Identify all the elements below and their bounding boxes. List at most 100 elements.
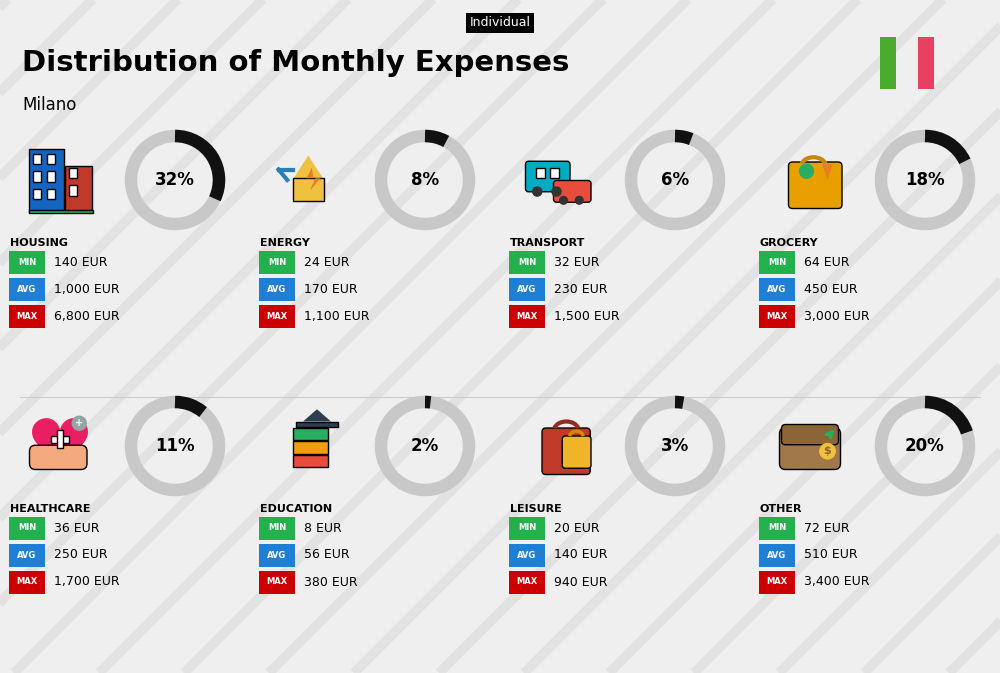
- Text: MIN: MIN: [268, 258, 286, 267]
- Text: 6%: 6%: [661, 171, 689, 189]
- Text: 2%: 2%: [411, 437, 439, 455]
- Text: GROCERY: GROCERY: [760, 238, 819, 248]
- Text: AVG: AVG: [517, 551, 537, 559]
- FancyBboxPatch shape: [509, 544, 545, 567]
- FancyBboxPatch shape: [780, 428, 840, 470]
- Text: Milano: Milano: [22, 96, 76, 114]
- Text: AVG: AVG: [17, 551, 37, 559]
- FancyBboxPatch shape: [759, 277, 795, 301]
- Text: LEISURE: LEISURE: [510, 504, 562, 514]
- Text: 140 EUR: 140 EUR: [54, 256, 108, 269]
- FancyBboxPatch shape: [509, 250, 545, 273]
- FancyBboxPatch shape: [759, 250, 795, 273]
- Text: 24 EUR: 24 EUR: [304, 256, 350, 269]
- FancyBboxPatch shape: [509, 304, 545, 328]
- FancyBboxPatch shape: [9, 277, 45, 301]
- FancyBboxPatch shape: [9, 516, 45, 540]
- FancyBboxPatch shape: [9, 250, 45, 273]
- Text: 56 EUR: 56 EUR: [304, 548, 350, 561]
- Text: MAX: MAX: [516, 577, 538, 586]
- Text: AVG: AVG: [767, 285, 787, 293]
- Text: AVG: AVG: [17, 285, 37, 293]
- Text: Individual: Individual: [470, 17, 530, 30]
- Text: 32%: 32%: [155, 171, 195, 189]
- Text: MIN: MIN: [18, 258, 36, 267]
- FancyBboxPatch shape: [47, 171, 55, 182]
- Polygon shape: [292, 155, 324, 180]
- Text: 3,000 EUR: 3,000 EUR: [804, 310, 870, 322]
- Text: AVG: AVG: [767, 551, 787, 559]
- Polygon shape: [306, 168, 320, 190]
- Text: 250 EUR: 250 EUR: [54, 548, 108, 561]
- Text: HEALTHCARE: HEALTHCARE: [10, 504, 90, 514]
- FancyBboxPatch shape: [536, 168, 545, 178]
- Text: HOUSING: HOUSING: [10, 238, 68, 248]
- Text: 230 EUR: 230 EUR: [554, 283, 607, 295]
- Text: 72 EUR: 72 EUR: [804, 522, 850, 534]
- Text: 940 EUR: 940 EUR: [554, 575, 607, 588]
- Text: 1,700 EUR: 1,700 EUR: [54, 575, 120, 588]
- FancyBboxPatch shape: [30, 446, 87, 470]
- FancyBboxPatch shape: [918, 37, 934, 89]
- Text: 32 EUR: 32 EUR: [554, 256, 599, 269]
- FancyBboxPatch shape: [259, 544, 295, 567]
- Circle shape: [72, 416, 86, 430]
- FancyBboxPatch shape: [782, 425, 838, 445]
- FancyBboxPatch shape: [9, 544, 45, 567]
- Text: Distribution of Monthly Expenses: Distribution of Monthly Expenses: [22, 49, 569, 77]
- FancyBboxPatch shape: [33, 188, 41, 199]
- Text: $: $: [824, 446, 831, 456]
- Text: TRANSPORT: TRANSPORT: [510, 238, 585, 248]
- FancyBboxPatch shape: [51, 436, 69, 443]
- Text: MIN: MIN: [768, 524, 786, 532]
- FancyBboxPatch shape: [65, 166, 92, 211]
- Text: AVG: AVG: [267, 551, 287, 559]
- Text: 20%: 20%: [905, 437, 945, 455]
- FancyBboxPatch shape: [542, 428, 590, 474]
- Text: 1,500 EUR: 1,500 EUR: [554, 310, 620, 322]
- FancyBboxPatch shape: [759, 516, 795, 540]
- Circle shape: [560, 197, 567, 204]
- FancyBboxPatch shape: [509, 571, 545, 594]
- FancyBboxPatch shape: [292, 428, 328, 440]
- Circle shape: [820, 444, 835, 459]
- Circle shape: [575, 197, 583, 204]
- Text: 170 EUR: 170 EUR: [304, 283, 358, 295]
- Text: MAX: MAX: [16, 577, 38, 586]
- FancyBboxPatch shape: [292, 455, 328, 467]
- Text: MAX: MAX: [766, 312, 788, 320]
- FancyBboxPatch shape: [880, 37, 896, 89]
- Text: 1,000 EUR: 1,000 EUR: [54, 283, 120, 295]
- FancyBboxPatch shape: [553, 180, 591, 203]
- Text: 8%: 8%: [411, 171, 439, 189]
- Polygon shape: [32, 418, 88, 468]
- Circle shape: [552, 187, 561, 196]
- Text: AVG: AVG: [267, 285, 287, 293]
- FancyBboxPatch shape: [259, 250, 295, 273]
- Text: 8 EUR: 8 EUR: [304, 522, 342, 534]
- Circle shape: [800, 164, 814, 178]
- Text: 6,800 EUR: 6,800 EUR: [54, 310, 120, 322]
- Text: MIN: MIN: [768, 258, 786, 267]
- Text: 510 EUR: 510 EUR: [804, 548, 858, 561]
- Text: MIN: MIN: [18, 524, 36, 532]
- Text: +: +: [75, 418, 83, 428]
- FancyBboxPatch shape: [550, 168, 559, 178]
- Text: MIN: MIN: [268, 524, 286, 532]
- FancyBboxPatch shape: [788, 162, 842, 209]
- Text: 1,100 EUR: 1,100 EUR: [304, 310, 369, 322]
- FancyBboxPatch shape: [69, 185, 77, 196]
- FancyBboxPatch shape: [509, 516, 545, 540]
- FancyBboxPatch shape: [759, 571, 795, 594]
- Text: 3%: 3%: [661, 437, 689, 455]
- Circle shape: [533, 187, 542, 196]
- Text: 36 EUR: 36 EUR: [54, 522, 100, 534]
- Text: MAX: MAX: [266, 577, 288, 586]
- FancyBboxPatch shape: [47, 188, 55, 199]
- FancyBboxPatch shape: [47, 153, 55, 164]
- Text: MAX: MAX: [516, 312, 538, 320]
- Text: ENERGY: ENERGY: [260, 238, 310, 248]
- Text: MIN: MIN: [518, 524, 536, 532]
- Text: 3,400 EUR: 3,400 EUR: [804, 575, 869, 588]
- Text: 20 EUR: 20 EUR: [554, 522, 600, 534]
